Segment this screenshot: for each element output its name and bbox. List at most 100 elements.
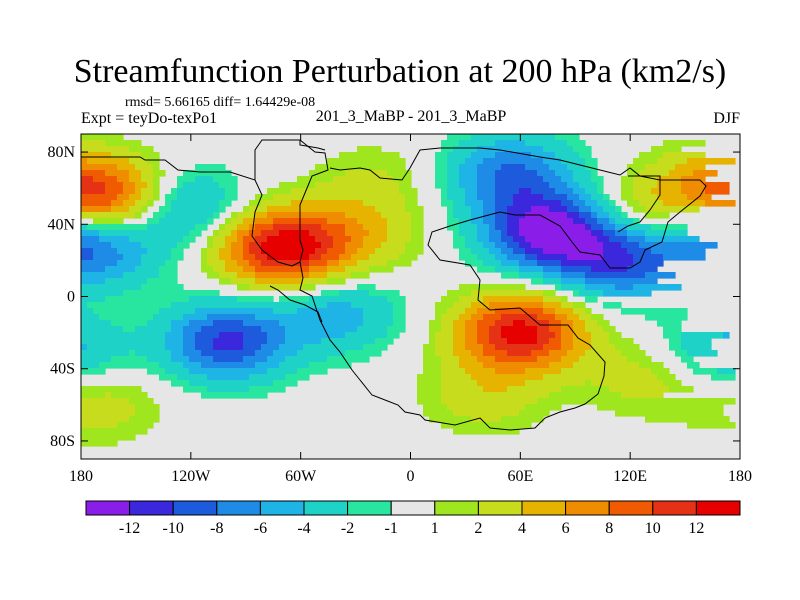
field-cell <box>681 182 706 189</box>
field-cell <box>507 338 538 345</box>
field-cell <box>231 212 238 219</box>
field-cell <box>507 242 520 249</box>
field-cell <box>165 368 190 375</box>
field-cell <box>129 158 148 165</box>
field-cell <box>81 398 130 405</box>
field-cell <box>573 344 592 351</box>
field-cell <box>423 356 442 363</box>
field-cell <box>669 170 694 177</box>
field-cell <box>483 344 496 351</box>
field-cell <box>153 164 160 171</box>
field-cell <box>477 320 496 327</box>
field-cell <box>81 188 106 195</box>
field-cell <box>561 356 580 363</box>
field-cell <box>81 404 136 411</box>
y-tick-label: 0 <box>67 289 75 306</box>
field-cell <box>81 242 112 249</box>
field-cell <box>81 236 100 243</box>
field-cell <box>81 146 130 153</box>
field-cell <box>183 332 196 339</box>
field-cell <box>213 344 244 351</box>
field-cell <box>447 194 466 201</box>
field-cell <box>579 356 628 363</box>
field-cell <box>573 302 586 309</box>
field-cell <box>357 218 388 225</box>
field-cell <box>81 308 94 315</box>
field-cell <box>585 200 598 207</box>
field-cell <box>177 374 208 381</box>
field-cell <box>585 308 592 315</box>
field-cell <box>165 344 184 351</box>
field-cell <box>603 224 616 231</box>
field-cell <box>129 350 136 357</box>
colorbar-label: -1 <box>385 520 398 537</box>
field-cell <box>225 194 238 201</box>
field-cell <box>81 140 106 147</box>
field-cell <box>363 320 394 327</box>
field-cell <box>141 194 154 201</box>
field-cell <box>555 308 574 315</box>
field-cell <box>465 332 478 339</box>
field-cell <box>525 380 586 387</box>
field-cell <box>543 146 574 153</box>
field-cell <box>321 224 346 231</box>
field-cell <box>195 164 226 171</box>
field-cell <box>261 230 280 237</box>
field-cell <box>243 206 250 213</box>
field-cell <box>441 146 454 153</box>
field-cell <box>207 248 220 255</box>
field-cell <box>273 350 298 357</box>
field-cell <box>255 266 310 273</box>
field-cell <box>345 224 364 231</box>
field-cell <box>477 188 496 195</box>
field-cell <box>495 194 514 201</box>
field-cell <box>171 254 184 261</box>
field-cell <box>435 302 454 309</box>
field-cell <box>261 344 280 351</box>
field-cell <box>477 146 544 153</box>
field-cell <box>87 158 130 165</box>
field-cell <box>441 296 460 303</box>
field-cell <box>309 260 328 267</box>
field-cell <box>525 212 568 219</box>
chart-title: Streamfunction Perturbation at 200 hPa (… <box>73 53 727 90</box>
field-cell <box>495 176 544 183</box>
field-cell <box>225 188 238 195</box>
field-cell <box>147 200 154 207</box>
field-cell <box>255 278 304 285</box>
field-cell <box>387 260 412 267</box>
field-cell <box>453 326 466 333</box>
field-cell <box>435 344 454 351</box>
field-cell <box>591 230 604 237</box>
field-cell <box>459 170 478 177</box>
field-cell <box>339 152 400 159</box>
field-cell <box>567 182 580 189</box>
field-cell <box>243 242 250 249</box>
field-cell <box>645 230 688 237</box>
field-cell <box>99 236 130 243</box>
field-cell <box>243 266 256 273</box>
field-cell <box>591 224 604 231</box>
y-tick-label: 80N <box>47 144 75 161</box>
y-tick-label: 40N <box>47 216 75 233</box>
field-cell <box>147 218 160 225</box>
greenland-outline <box>299 140 326 151</box>
field-cell <box>453 338 466 345</box>
field-cell <box>423 404 448 411</box>
field-cell <box>249 374 286 381</box>
field-cell <box>603 302 622 309</box>
field-cell <box>447 308 466 315</box>
field-cell <box>621 350 646 357</box>
field-cell <box>105 140 142 147</box>
field-cell <box>453 410 520 417</box>
field-cell <box>423 344 436 351</box>
field-cell <box>483 260 502 267</box>
field-cell <box>393 314 406 321</box>
field-cell <box>153 188 160 195</box>
field-cell <box>375 248 406 255</box>
field-cell <box>237 272 256 279</box>
field-cell <box>213 236 226 243</box>
field-cell <box>417 374 442 381</box>
field-cell <box>657 194 688 201</box>
field-cell <box>429 338 436 345</box>
